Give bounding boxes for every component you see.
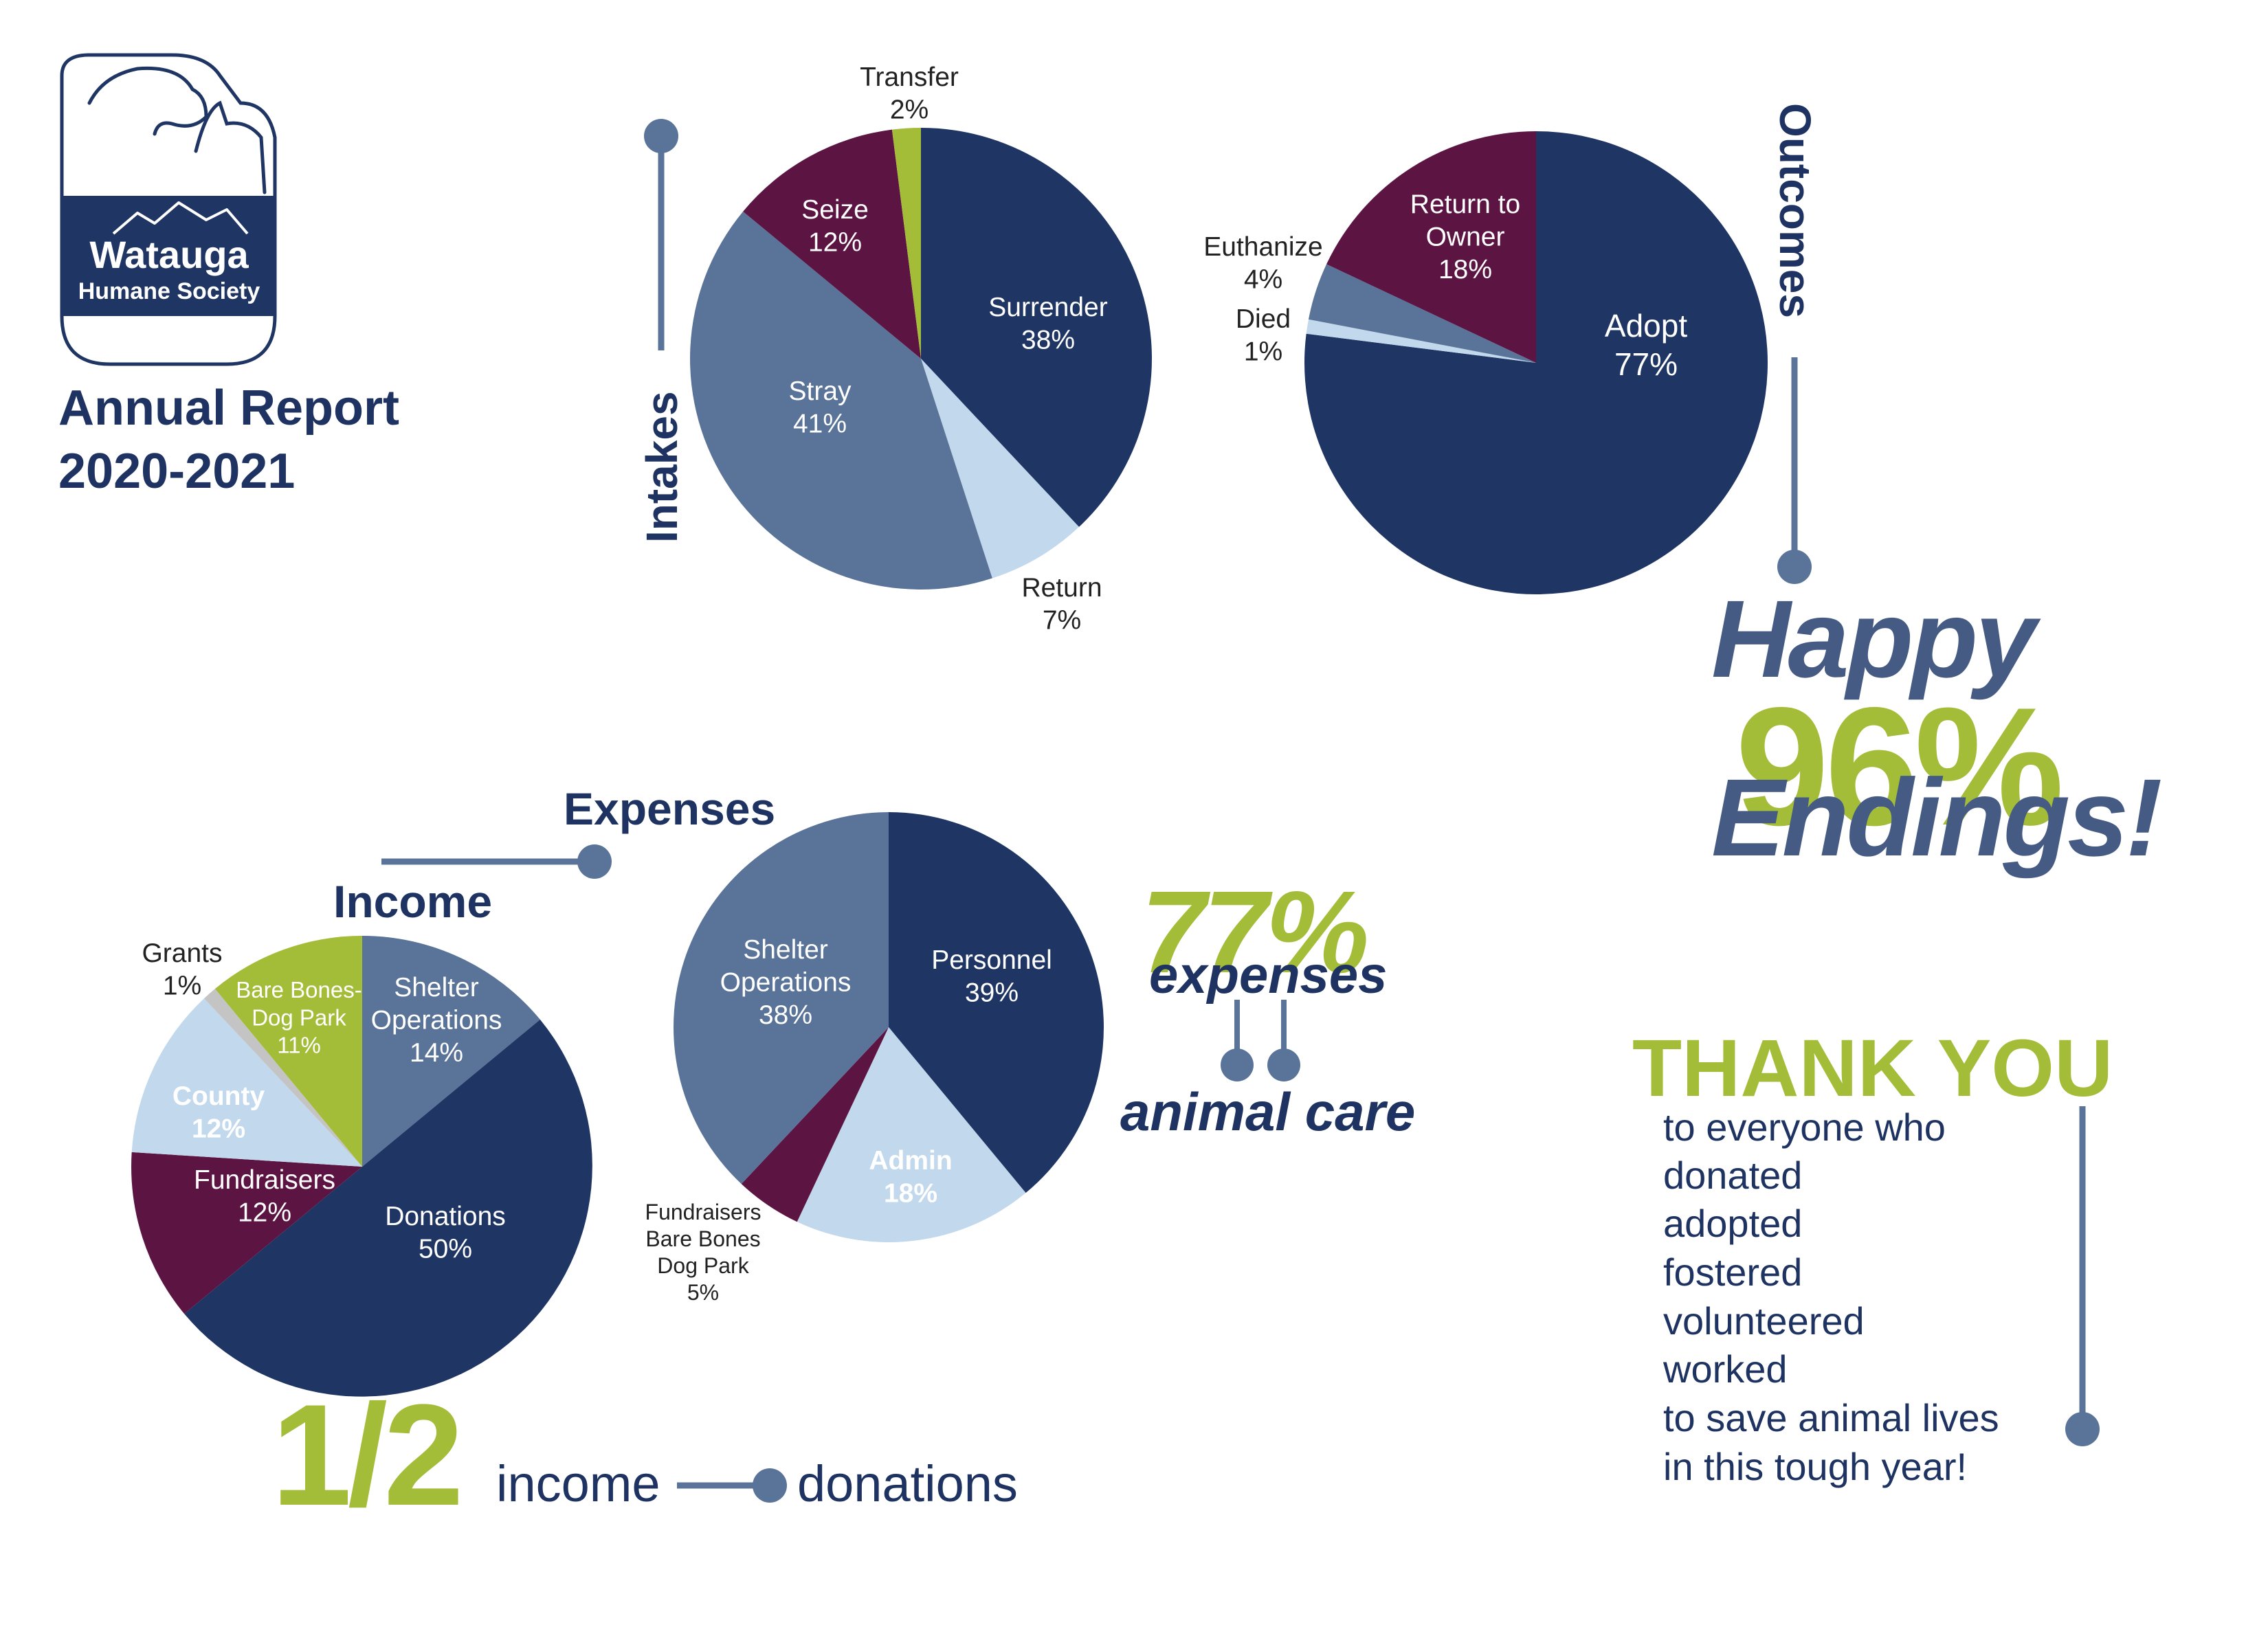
outcomes-chart: Outcomes Adopt 77% Died 1% Euthanize 4% Return… xyxy=(1203,103,1820,594)
intakes-connector-dot xyxy=(644,119,678,153)
happy-text: Happy xyxy=(1711,577,2041,700)
pie-slice-admin xyxy=(797,1027,1026,1242)
thank-you-line: volunteered xyxy=(1663,1299,1865,1343)
expenses-connector-dot xyxy=(577,844,612,879)
income-title: Income xyxy=(333,876,492,927)
half-text: 1/2 xyxy=(271,1374,460,1536)
logo-banner xyxy=(62,196,275,316)
thank-you-block: THANK YOU to everyone who donated adopte… xyxy=(1632,1023,2113,1488)
thank-you-line: adopted xyxy=(1663,1202,1802,1245)
thank-you-connector-dot xyxy=(2065,1412,2100,1446)
care-connector-dot-left xyxy=(1221,1048,1254,1081)
dog-icon xyxy=(87,66,208,136)
intakes-chart: Intakes Surrender 38% Return 7% Stray 41% Seiz… xyxy=(637,63,1152,636)
logo: Watauga Humane Society xyxy=(60,53,277,366)
slice-label-grants: Grants 1% xyxy=(142,939,222,1001)
pie-slice-bare-bones-dog-park xyxy=(214,936,362,1167)
slice-label-adopt: Adopt 77% xyxy=(1605,308,1687,382)
pie-slice-county xyxy=(131,998,362,1167)
pie-slice-donations xyxy=(184,1019,592,1397)
expenses-word: expenses xyxy=(1149,946,1387,1005)
pct-77: 77% xyxy=(1141,867,1366,998)
pie-slice-fundraisers xyxy=(131,1152,362,1314)
pie-slice-shelter-operations xyxy=(362,936,540,1167)
happy-endings-callout: 96% Happy Endings! xyxy=(1711,577,2164,879)
outcomes-pie: Adopt 77% Died 1% Euthanize 4% Return to Owner 1… xyxy=(1203,131,1768,594)
logo-line1: Watauga xyxy=(89,233,249,276)
income-pie: Shelter Operations 14% Donations 50% Fundrais… xyxy=(131,936,592,1397)
slice-label-personnel: Personnel 39% xyxy=(931,945,1052,1008)
pie-slice-died xyxy=(1306,319,1536,363)
mountain-icon xyxy=(112,201,249,235)
slice-label-euthanize: Euthanize 4% xyxy=(1203,232,1322,295)
slice-label-donations: Donations 50% xyxy=(385,1202,506,1264)
pie-slice-fundraisers-bare-bones-dog-park xyxy=(741,1027,889,1222)
half-income-callout: 1/2 income donations xyxy=(271,1374,1018,1536)
thank-you-line: donated xyxy=(1663,1154,1802,1197)
report-title: Annual Report xyxy=(58,381,399,436)
thank-you-line: in this tough year! xyxy=(1663,1445,1967,1488)
slice-label-stray: Stray 41% xyxy=(788,377,852,439)
pie-slice-shelter-operations xyxy=(674,812,889,1185)
intakes-pie: Surrender 38% Return 7% Stray 41% Seize 12% Tran… xyxy=(690,63,1152,636)
pct-96: 96% xyxy=(1735,672,2060,860)
pie-slice-euthanize xyxy=(1308,264,1536,363)
pie-slice-surrender xyxy=(921,128,1152,527)
thank-you-line: fostered xyxy=(1663,1250,1802,1294)
expenses-pie: Personnel 39% Admin 18% Fundraisers Bare Bone… xyxy=(645,812,1104,1305)
slice-label-return-to-owner: Return to Owner 18% xyxy=(1410,190,1520,284)
animal-care-callout: 77% expenses animal care xyxy=(1120,867,1415,1142)
pie-slice-transfer xyxy=(891,128,921,359)
care-connector-dot-right xyxy=(1267,1048,1300,1081)
logo-line2: Humane Society xyxy=(78,278,260,304)
animal-care-text: animal care xyxy=(1120,1081,1415,1142)
pie-slice-return xyxy=(921,359,1080,579)
thank-you-line: worked xyxy=(1663,1347,1788,1391)
slice-label-admin: Admin 18% xyxy=(869,1146,952,1209)
slice-label-surrender: Surrender 38% xyxy=(988,293,1107,355)
slice-label-fundraisers: Fundraisers 12% xyxy=(194,1165,335,1228)
income-word: income xyxy=(496,1455,660,1512)
slice-label-fundraisers-bare-bones-dog-park: Fundraisers Bare Bones Dog Park 5% xyxy=(645,1200,761,1305)
slice-label-died: Died 1% xyxy=(1236,304,1291,367)
outcomes-title: Outcomes xyxy=(1770,103,1820,318)
slice-label-transfer: Transfer 2% xyxy=(860,63,959,125)
cat-icon xyxy=(194,100,267,194)
intakes-title: Intakes xyxy=(637,391,687,543)
logo-badge-outline xyxy=(60,53,277,366)
slice-label-bare-bones-dog-park: Bare Bones-Dog Park 11% xyxy=(236,977,362,1058)
pie-slice-adopt xyxy=(1304,131,1768,594)
slice-label-return: Return 7% xyxy=(1021,573,1102,636)
slice-label-seize: Seize 12% xyxy=(801,195,869,258)
pie-slice-grants xyxy=(203,989,362,1167)
outcomes-connector-dot xyxy=(1777,550,1812,584)
thank-you-line: to everyone who xyxy=(1663,1106,1946,1149)
slice-label-shelter-operations: Shelter Operations 38% xyxy=(720,935,852,1030)
report-years: 2020-2021 xyxy=(58,444,295,499)
endings-text: Endings! xyxy=(1711,756,2161,879)
pie-slice-personnel xyxy=(889,812,1104,1193)
pie-slice-stray xyxy=(690,211,992,590)
slice-label-shelter-operations: Shelter Operations 14% xyxy=(371,973,502,1068)
pie-slice-return-to-owner xyxy=(1326,131,1536,363)
thank-you-line: to save animal lives xyxy=(1663,1396,1999,1439)
thank-you-title: THANK YOU xyxy=(1632,1023,2113,1114)
pie-slice-seize xyxy=(743,129,921,359)
slice-label-county: County 12% xyxy=(173,1081,265,1144)
donations-word: donations xyxy=(797,1455,1018,1512)
donations-connector-dot xyxy=(753,1468,787,1503)
expenses-title: Expenses xyxy=(564,783,775,834)
